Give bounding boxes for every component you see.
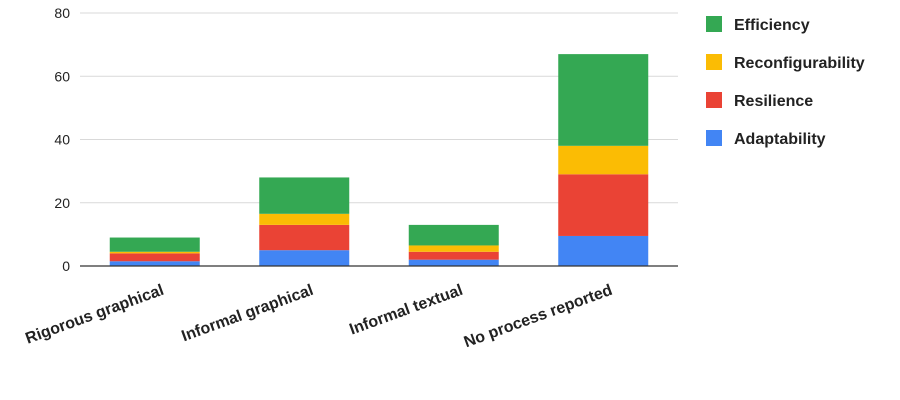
legend-swatch [706,16,722,32]
legend-swatch [706,92,722,108]
bar-segment-adaptability [408,259,499,266]
bar-segment-reconfigurability [558,145,649,175]
legend-swatch [706,130,722,146]
bar-segment-efficiency [259,177,350,214]
x-category-label: Rigorous graphical [23,282,166,348]
bar-segment-efficiency [109,237,200,252]
y-tick-label: 20 [54,195,70,211]
bar-segment-reconfigurability [408,245,499,252]
y-tick-label: 80 [54,5,70,21]
x-category-label: No process reported [462,282,615,351]
bar-segment-resilience [259,224,350,251]
bar-segment-adaptability [109,261,200,266]
bar-segment-reconfigurability [259,213,350,225]
y-tick-label: 0 [62,258,70,274]
y-tick-label: 60 [54,68,70,84]
bar-segment-adaptability [558,235,649,266]
x-axis-category-labels: Rigorous graphical Informal graphical Info… [23,282,614,351]
y-axis-tick-labels: 0 20 40 60 80 [54,5,70,274]
bar-segment-resilience [408,251,499,260]
legend-label: Resilience [734,93,813,110]
legend-label: Adaptability [734,131,826,148]
legend-item-resilience: Resilience [706,92,813,110]
legend-label: Efficiency [734,17,810,34]
bar-segment-efficiency [558,54,649,146]
bar-segment-adaptability [259,250,350,266]
bars [109,54,649,266]
legend-label: Reconfigurability [734,55,865,72]
legend-item-efficiency: Efficiency [706,16,810,34]
bar-segment-reconfigurability [109,251,200,254]
x-category-label: Informal textual [347,282,465,339]
y-tick-label: 40 [54,132,70,148]
legend-item-reconfigurability: Reconfigurability [706,54,865,72]
x-category-label: Informal graphical [179,282,315,345]
legend: Efficiency Reconfigurability Resilience Ada… [706,16,865,148]
legend-item-adaptability: Adaptability [706,130,826,148]
bar-segment-resilience [558,174,649,236]
bar-segment-resilience [109,253,200,262]
bar-segment-efficiency [408,224,499,246]
legend-swatch [706,54,722,70]
